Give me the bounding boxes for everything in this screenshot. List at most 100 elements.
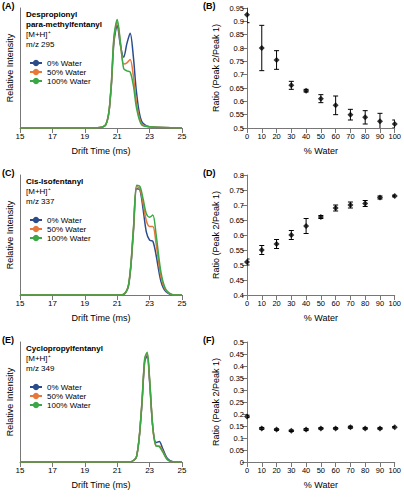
svg-text:(D): (D)	[203, 168, 216, 178]
svg-text:Drift Time (ms): Drift Time (ms)	[72, 146, 131, 156]
svg-text:30: 30	[287, 466, 295, 475]
svg-text:0.1: 0.1	[234, 434, 244, 443]
svg-text:(C): (C)	[2, 168, 15, 178]
svg-text:17: 17	[48, 299, 57, 308]
svg-text:90: 90	[376, 132, 384, 141]
svg-text:60: 60	[331, 466, 339, 475]
svg-text:0.65: 0.65	[229, 84, 244, 93]
svg-text:0.65: 0.65	[229, 216, 244, 225]
svg-text:(B): (B)	[203, 1, 216, 11]
svg-text:25: 25	[178, 132, 187, 141]
svg-text:10: 10	[258, 299, 266, 308]
svg-text:100% Water: 100% Water	[47, 401, 91, 410]
svg-text:70: 70	[346, 299, 354, 308]
svg-text:0: 0	[240, 458, 244, 467]
svg-text:100% Water: 100% Water	[47, 234, 91, 243]
svg-text:0.05: 0.05	[229, 446, 244, 455]
svg-text:100: 100	[388, 466, 401, 475]
svg-text:0.45: 0.45	[229, 276, 244, 285]
svg-text:20: 20	[272, 466, 280, 475]
svg-text:Cyclopropylfentanyl: Cyclopropylfentanyl	[26, 344, 103, 353]
svg-text:100% Water: 100% Water	[47, 77, 91, 86]
svg-text:Relative Intensity: Relative Intensity	[5, 33, 15, 102]
svg-text:Ratio (Peak 2/Peak 1): Ratio (Peak 2/Peak 1)	[211, 24, 221, 112]
svg-text:0.5: 0.5	[234, 261, 244, 270]
svg-text:Cis-Isofentanyl: Cis-Isofentanyl	[26, 177, 83, 186]
svg-text:80: 80	[361, 132, 369, 141]
svg-text:90: 90	[376, 466, 384, 475]
svg-text:m/z 337: m/z 337	[26, 197, 55, 206]
svg-text:0: 0	[245, 466, 249, 475]
svg-text:0% Water: 0% Water	[47, 216, 82, 225]
svg-text:Ratio (Peak 2/Peak 1): Ratio (Peak 2/Peak 1)	[211, 191, 221, 279]
svg-text:0.35: 0.35	[229, 374, 244, 383]
svg-text:50% Water: 50% Water	[47, 392, 87, 401]
svg-text:30: 30	[287, 299, 295, 308]
svg-text:[M+H]⁺: [M+H]⁺	[26, 187, 51, 196]
svg-text:0.2: 0.2	[234, 410, 244, 419]
svg-text:0% Water: 0% Water	[47, 59, 82, 68]
svg-text:10: 10	[258, 132, 266, 141]
svg-text:15: 15	[16, 299, 25, 308]
svg-text:0.7: 0.7	[234, 201, 244, 210]
svg-text:Despropionyl: Despropionyl	[26, 10, 77, 19]
svg-text:23: 23	[145, 466, 154, 475]
svg-text:Drift Time (ms): Drift Time (ms)	[72, 480, 131, 490]
svg-text:0: 0	[245, 132, 249, 141]
svg-text:0.4: 0.4	[234, 291, 244, 300]
svg-text:% Water: % Water	[304, 480, 338, 490]
svg-text:60: 60	[331, 132, 339, 141]
svg-text:25: 25	[178, 466, 187, 475]
svg-text:0: 0	[245, 299, 249, 308]
svg-text:80: 80	[361, 299, 369, 308]
svg-text:m/z 295: m/z 295	[26, 40, 55, 49]
svg-text:Drift Time (ms): Drift Time (ms)	[72, 313, 131, 323]
svg-text:Relative Intensity: Relative Intensity	[5, 367, 15, 436]
svg-text:70: 70	[346, 466, 354, 475]
svg-text:25: 25	[178, 299, 187, 308]
svg-text:21: 21	[113, 466, 122, 475]
svg-text:0.5: 0.5	[234, 124, 244, 133]
svg-text:90: 90	[376, 299, 384, 308]
svg-text:17: 17	[48, 466, 57, 475]
svg-text:0.15: 0.15	[229, 422, 244, 431]
svg-text:23: 23	[145, 299, 154, 308]
svg-text:[M+H]⁺: [M+H]⁺	[26, 30, 51, 39]
svg-text:40: 40	[302, 132, 310, 141]
svg-text:19: 19	[80, 132, 89, 141]
svg-text:17: 17	[48, 132, 57, 141]
svg-text:20: 20	[272, 132, 280, 141]
svg-text:0.55: 0.55	[229, 246, 244, 255]
svg-text:19: 19	[80, 299, 89, 308]
svg-text:0.8: 0.8	[234, 171, 244, 180]
svg-text:Ratio (Peak 2/Peak 1): Ratio (Peak 2/Peak 1)	[211, 358, 221, 446]
svg-text:0.55: 0.55	[229, 110, 244, 119]
svg-text:10: 10	[258, 466, 266, 475]
svg-text:15: 15	[16, 466, 25, 475]
svg-text:60: 60	[331, 299, 339, 308]
svg-text:0% Water: 0% Water	[47, 383, 82, 392]
svg-text:50% Water: 50% Water	[47, 225, 87, 234]
svg-text:50: 50	[317, 132, 325, 141]
svg-text:0.6: 0.6	[234, 97, 244, 106]
svg-text:100: 100	[388, 132, 401, 141]
svg-text:% Water: % Water	[304, 313, 338, 323]
svg-text:40: 40	[302, 299, 310, 308]
svg-text:0.45: 0.45	[229, 350, 244, 359]
svg-text:21: 21	[113, 299, 122, 308]
svg-text:% Water: % Water	[304, 146, 338, 156]
svg-text:0.9: 0.9	[234, 17, 244, 26]
svg-text:0.3: 0.3	[234, 386, 244, 395]
svg-text:100: 100	[388, 299, 401, 308]
svg-text:0.75: 0.75	[229, 57, 244, 66]
svg-text:70: 70	[346, 132, 354, 141]
svg-text:40: 40	[302, 466, 310, 475]
svg-text:0.8: 0.8	[234, 44, 244, 53]
svg-text:80: 80	[361, 466, 369, 475]
svg-text:(F): (F)	[203, 335, 215, 345]
svg-text:0.25: 0.25	[229, 398, 244, 407]
svg-text:20: 20	[272, 299, 280, 308]
svg-text:para-methylfentanyl: para-methylfentanyl	[26, 20, 102, 29]
svg-text:(E): (E)	[2, 335, 14, 345]
svg-text:[M+H]⁺: [M+H]⁺	[26, 354, 51, 363]
